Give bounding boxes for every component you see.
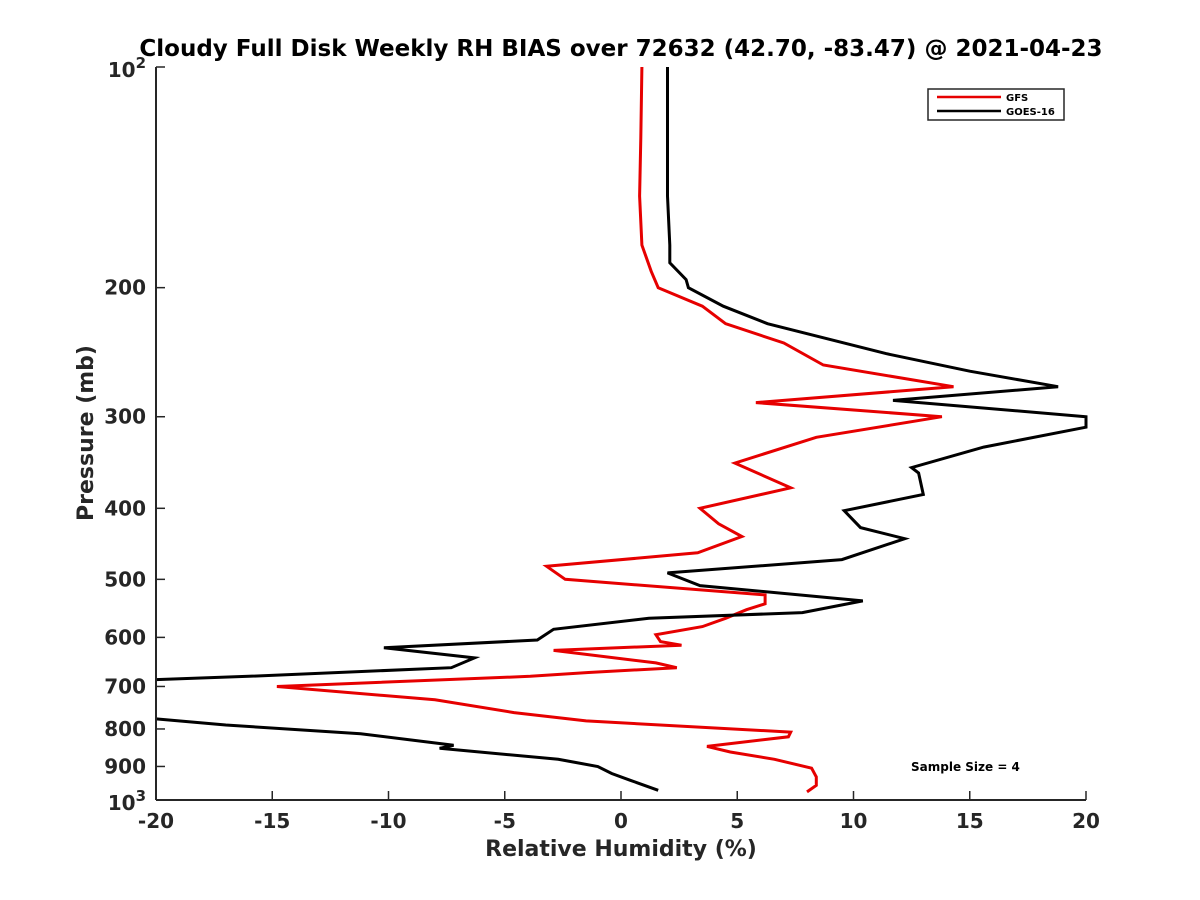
- legend-label-goes16: GOES-16: [1006, 107, 1055, 118]
- y-tick-label: 600: [104, 625, 146, 649]
- x-tick-label: -15: [254, 809, 290, 833]
- x-tick-label: 15: [956, 809, 984, 833]
- x-axis-label: Relative Humidity (%): [485, 837, 757, 862]
- sample-size-note: Sample Size = 4: [911, 760, 1020, 774]
- x-tick-label: 20: [1072, 809, 1100, 833]
- x-ticks: -20 -15 -10 -5 0 5 10 15 20: [138, 791, 1100, 833]
- chart-title: Cloudy Full Disk Weekly RH BIAS over 726…: [139, 36, 1102, 62]
- x-tick-label: -5: [494, 809, 516, 833]
- y-tick-label: 102: [108, 54, 146, 82]
- x-tick-label: 10: [840, 809, 868, 833]
- series-line-goes-16-lower: [155, 717, 659, 792]
- y-tick-label: 200: [104, 276, 146, 300]
- legend-label-gfs: GFS: [1006, 93, 1028, 104]
- y-tick-label: 300: [104, 405, 146, 429]
- legend: GFS GOES-16: [927, 88, 1065, 121]
- y-axis-label: Pressure (mb): [74, 345, 99, 521]
- y-tick-label: 800: [104, 717, 146, 741]
- x-tick-label: -20: [138, 809, 174, 833]
- y-tick-label: 400: [104, 496, 146, 520]
- y-tick-label: 103: [108, 787, 146, 815]
- y-ticks: 102 200 300 400 500 600 700 800 900 103: [104, 54, 165, 815]
- x-tick-label: -10: [370, 809, 406, 833]
- series-line-gfs: [276, 66, 954, 794]
- y-tick-label: 900: [104, 754, 146, 778]
- y-tick-label: 700: [104, 674, 146, 698]
- x-tick-label: 0: [614, 809, 628, 833]
- series-line-goes-16: [155, 67, 1088, 682]
- x-tick-label: 5: [730, 809, 744, 833]
- y-tick-label: 500: [104, 567, 146, 591]
- series-layer: [155, 66, 1088, 794]
- legend-box: [927, 88, 1065, 121]
